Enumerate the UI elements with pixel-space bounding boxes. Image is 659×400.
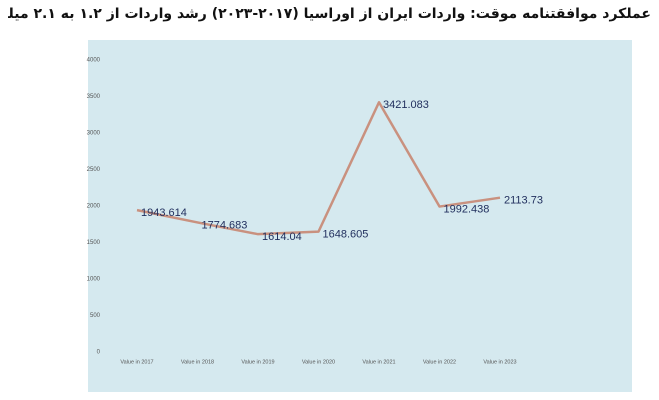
chart-background bbox=[88, 40, 632, 392]
chart-title: عملکرد موافقتنامه موقت: واردات ایران از … bbox=[8, 6, 651, 22]
data-label: 1774.683 bbox=[202, 219, 248, 231]
y-tick-label: 3500 bbox=[87, 94, 101, 100]
data-label: 1992.438 bbox=[444, 203, 490, 215]
data-label: 1648.605 bbox=[323, 229, 369, 241]
x-tick-label: Value in 2023 bbox=[483, 359, 516, 365]
data-label: 3421.083 bbox=[383, 99, 429, 111]
y-tick-label: 1000 bbox=[87, 277, 101, 283]
y-tick-label: 0 bbox=[97, 350, 101, 356]
x-tick-label: Value in 2019 bbox=[241, 359, 274, 365]
y-tick-label: 500 bbox=[90, 313, 101, 319]
x-tick-label: Value in 2021 bbox=[362, 359, 395, 365]
y-tick-label: 1500 bbox=[87, 240, 101, 246]
data-line bbox=[136, 101, 501, 236]
x-tick-label: Value in 2020 bbox=[302, 359, 335, 365]
y-tick-label: 3000 bbox=[87, 131, 101, 137]
y-tick-label: 2000 bbox=[87, 204, 101, 210]
data-label: 1614.04 bbox=[262, 231, 302, 243]
y-tick-label: 2500 bbox=[87, 167, 101, 173]
data-label: 1943.614 bbox=[141, 207, 187, 219]
x-tick-label: Value in 2018 bbox=[181, 359, 214, 365]
y-tick-label: 4000 bbox=[87, 58, 101, 64]
x-tick-label: Value in 2022 bbox=[423, 359, 456, 365]
x-tick-label: Value in 2017 bbox=[120, 359, 153, 365]
data-label: 2113.73 bbox=[504, 195, 543, 207]
